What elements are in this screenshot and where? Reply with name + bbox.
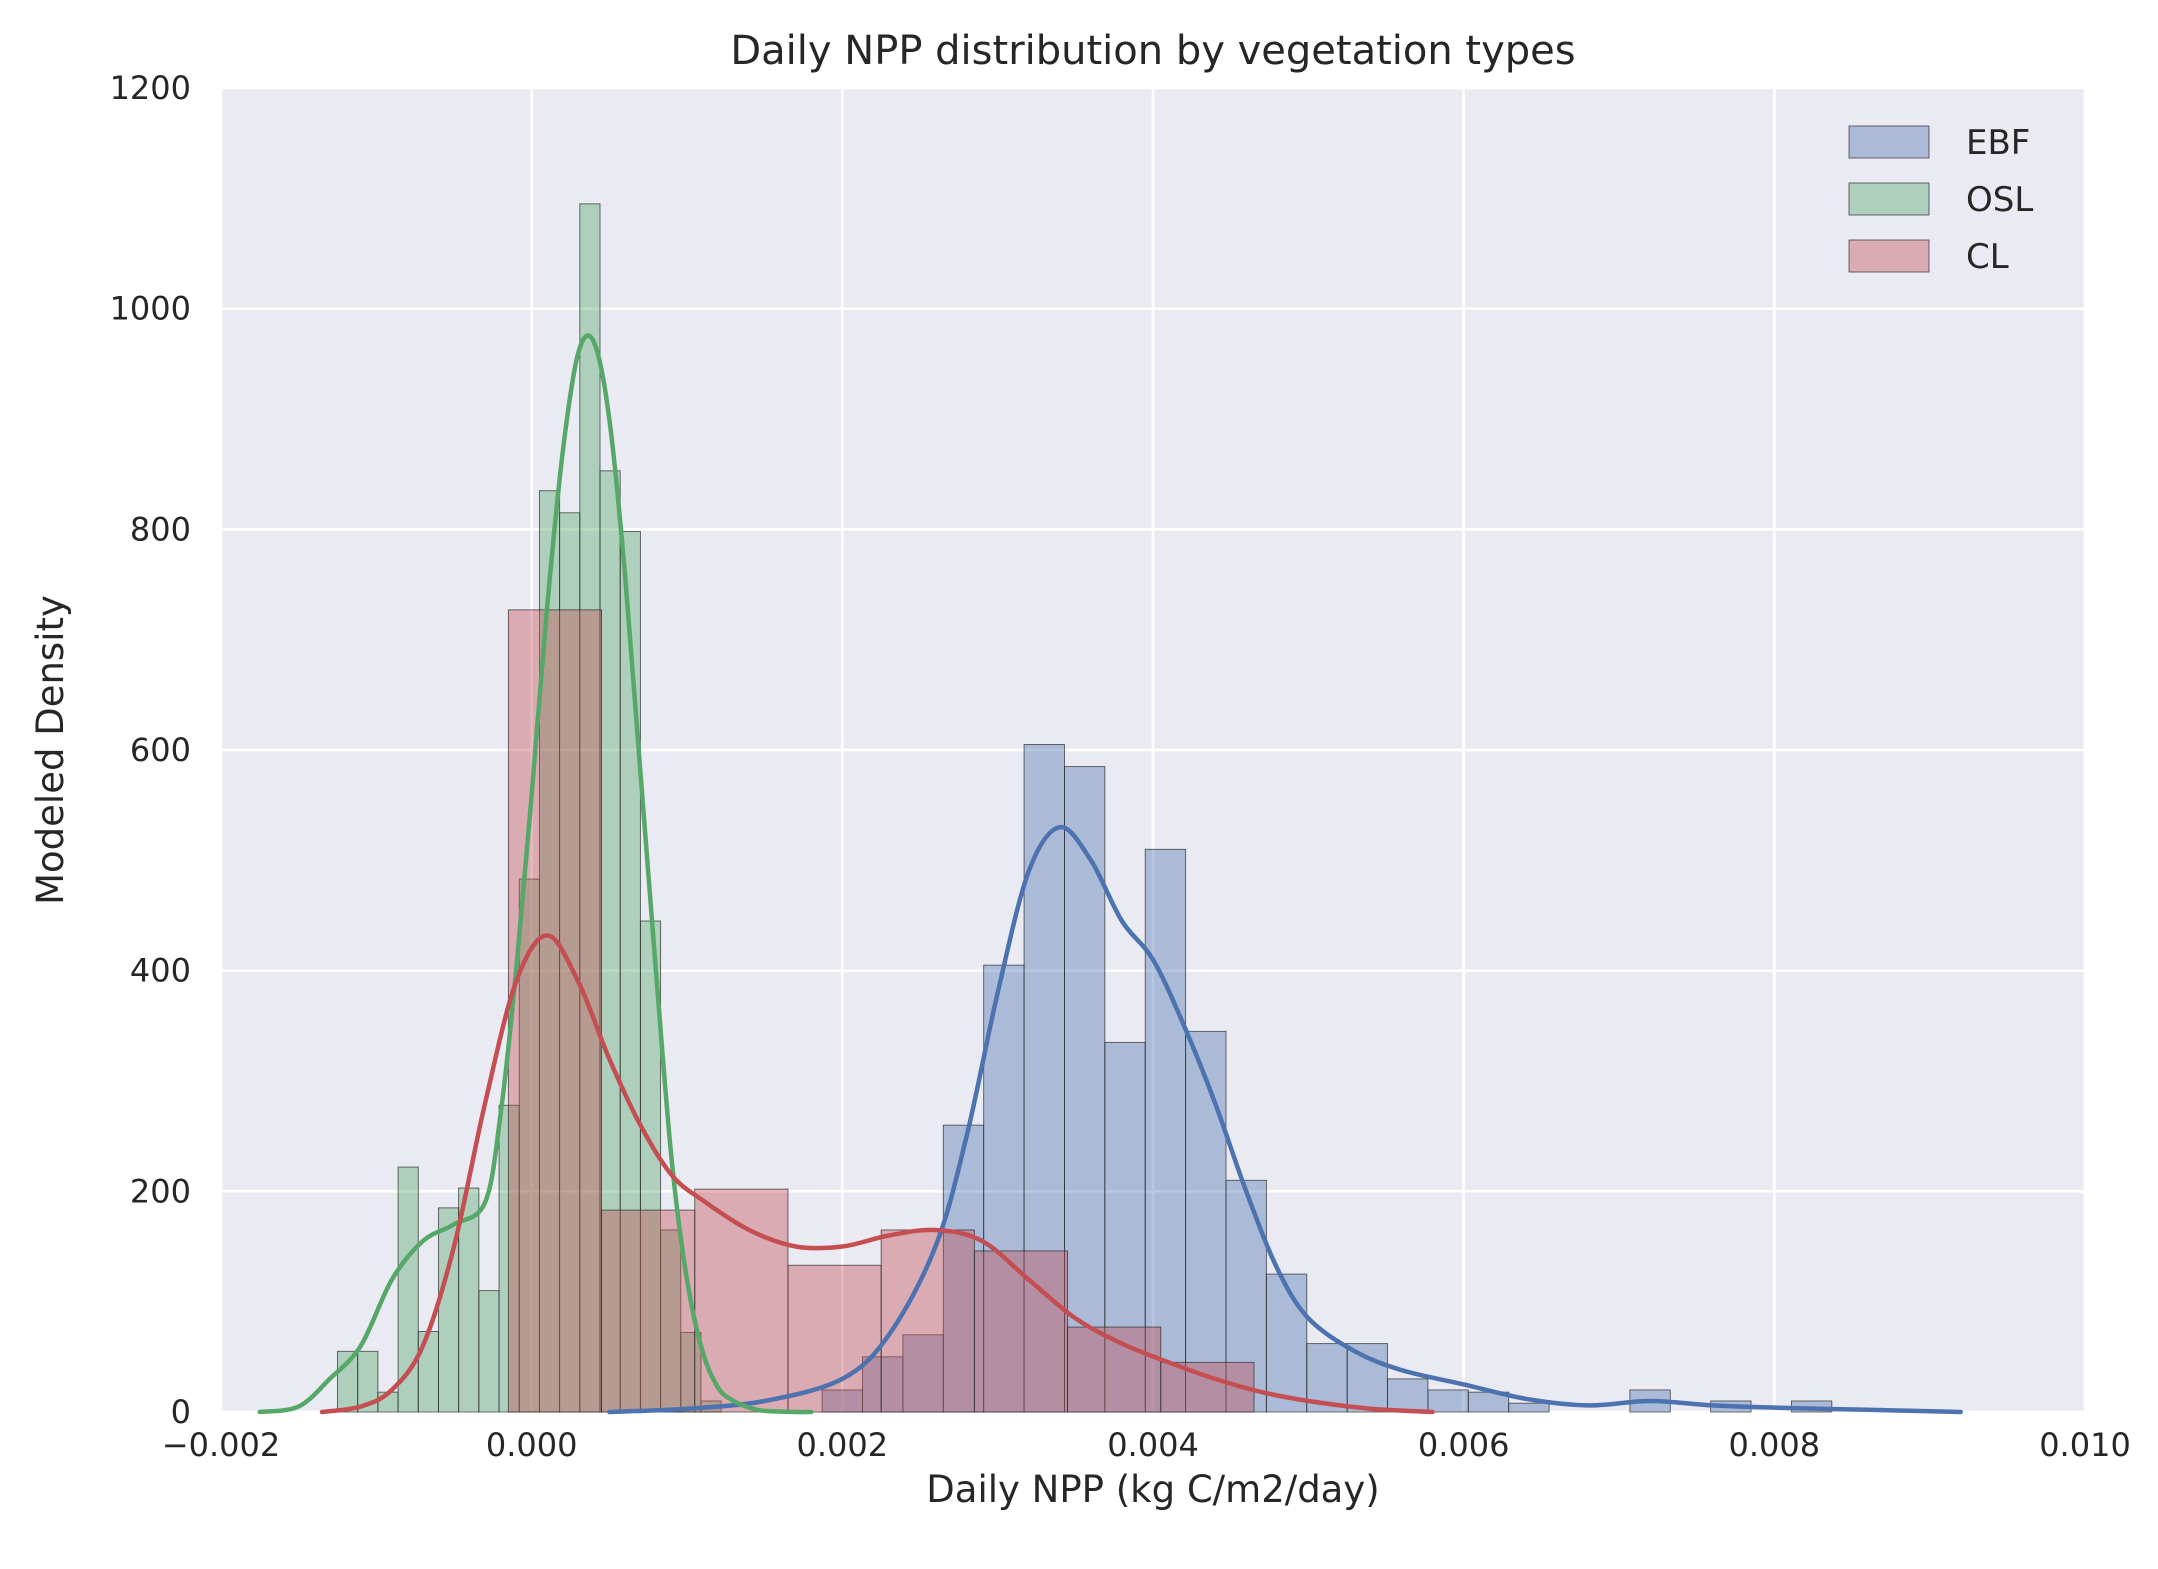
bars-ebf — [821, 744, 1833, 1413]
histogram-bar — [601, 1209, 696, 1413]
histogram-bar — [1387, 1378, 1429, 1413]
y-tick-label: 0 — [171, 1393, 191, 1431]
histogram-bar — [902, 1334, 944, 1413]
chart-title: Daily NPP distribution by vegetation typ… — [730, 28, 1575, 74]
histogram-bar — [507, 609, 603, 1413]
histogram-bar — [1185, 1030, 1227, 1413]
histogram-bar — [1144, 848, 1187, 1413]
histogram-bar — [1225, 1179, 1267, 1413]
legend-swatch-ebf — [1848, 125, 1930, 159]
density-curves — [257, 333, 1963, 1415]
histogram-bars — [337, 203, 1833, 1413]
x-tick-label: 0.004 — [1107, 1426, 1199, 1464]
y-tick-label: 800 — [130, 510, 191, 548]
kde-line-cl — [319, 933, 1435, 1415]
y-tick-labels: 0 200 400 600 800 1000 1200 — [110, 69, 191, 1431]
y-axis-label: Modeled Density — [29, 595, 72, 905]
histogram-bar — [478, 1290, 500, 1413]
histogram-bar — [397, 1166, 419, 1413]
histogram-bar — [1265, 1273, 1308, 1413]
x-tick-label: 0.002 — [797, 1426, 889, 1464]
histogram-bar — [942, 1124, 985, 1413]
y-tick-label: 400 — [130, 952, 191, 990]
histogram-bar — [1427, 1389, 1469, 1413]
x-tick-label: 0.010 — [2039, 1426, 2131, 1464]
kde-line-ebf — [607, 824, 1963, 1415]
histogram-bar — [787, 1264, 882, 1413]
y-tick-label: 600 — [130, 731, 191, 769]
x-axis-label: Daily NPP (kg C/m2/day) — [926, 1468, 1379, 1511]
legend-label-osl: OSL — [1966, 180, 2033, 220]
histogram-bar — [694, 1188, 789, 1413]
histogram-bar — [357, 1350, 379, 1413]
histogram-bar — [862, 1356, 904, 1413]
x-tick-label: 0.008 — [1729, 1426, 1821, 1464]
histogram-bar — [1346, 1343, 1389, 1413]
legend: EBF OSL CL — [1848, 123, 2033, 277]
x-tick-labels: −0.002 0.000 0.002 0.004 0.006 0.008 0.010 — [162, 1426, 2131, 1464]
x-tick-label: 0.006 — [1418, 1426, 1510, 1464]
y-tick-label: 1200 — [110, 69, 191, 107]
y-tick-label: 1000 — [110, 290, 191, 328]
legend-swatch-cl — [1848, 239, 1930, 273]
legend-swatch-osl — [1848, 182, 1930, 216]
histogram-bar — [1508, 1402, 1550, 1413]
y-tick-label: 200 — [130, 1172, 191, 1210]
bars-osl — [337, 203, 722, 1413]
x-tick-label: −0.002 — [162, 1426, 280, 1464]
x-tick-label: 0.000 — [486, 1426, 578, 1464]
legend-label-cl: CL — [1966, 237, 2009, 277]
kde-line-osl — [257, 333, 814, 1415]
histogram-bar — [880, 1229, 975, 1413]
legend-label-ebf: EBF — [1966, 123, 2030, 163]
histogram-bar — [417, 1331, 439, 1413]
